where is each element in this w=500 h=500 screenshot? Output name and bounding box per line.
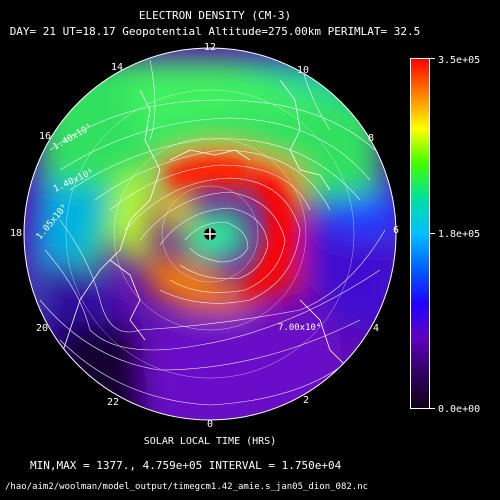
colorbar-label-max: 3.5e+05 <box>438 55 481 66</box>
hour-label: 22 <box>106 397 120 408</box>
hour-label: 8 <box>367 133 375 144</box>
colorbar-tick <box>430 233 435 234</box>
hour-label: 6 <box>392 225 400 236</box>
colorbar-tick <box>430 58 435 59</box>
hour-label: 20 <box>35 323 49 334</box>
plot-title: ELECTRON DENSITY (CM-3) <box>138 9 292 22</box>
file-path: /hao/aim2/woolman/model_output/timegcm1.… <box>5 482 369 492</box>
latitude-grid <box>65 89 355 379</box>
hour-label: 16 <box>38 131 52 142</box>
hour-label: 10 <box>296 65 310 76</box>
contour-label: 7.00x10⁴ <box>278 323 321 333</box>
hour-label: 0 <box>206 419 214 430</box>
colorbar-tick <box>430 408 435 409</box>
polar-map: 1.40x10⁵ 1.40x10⁵ 7.00x10⁴ 1.05x10⁵ <box>23 47 397 421</box>
hour-label: 2 <box>302 395 310 406</box>
hour-label: 12 <box>203 42 217 53</box>
colorbar-label-min: 0.0e+00 <box>438 404 481 415</box>
north-pole-marker <box>204 228 216 240</box>
hour-label: 18 <box>9 228 23 239</box>
plot-subtitle: DAY= 21 UT=18.17 Geopotential Altitude=2… <box>9 25 421 38</box>
minmax-readout: MIN,MAX = 1377., 4.759e+05 INTERVAL = 1.… <box>30 459 342 472</box>
hour-label: 4 <box>372 323 380 334</box>
colorbar <box>410 58 430 409</box>
map-boundary <box>23 47 397 421</box>
x-axis-label: SOLAR LOCAL TIME (HRS) <box>143 436 277 447</box>
hour-label: 14 <box>110 62 124 73</box>
colorbar-label-mid: 1.8e+05 <box>438 229 481 240</box>
